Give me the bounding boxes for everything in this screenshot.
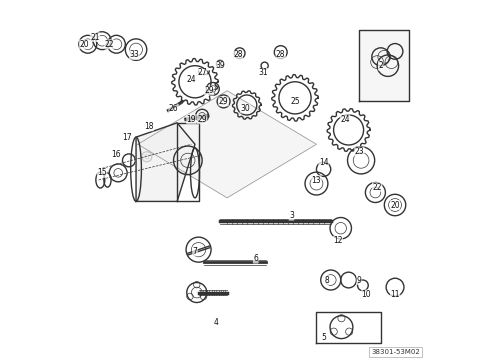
Text: 27: 27 (197, 68, 207, 77)
Text: 29: 29 (219, 97, 228, 106)
Text: 23: 23 (354, 147, 364, 156)
Text: 22: 22 (372, 183, 382, 192)
Text: 12: 12 (333, 236, 343, 245)
Text: 9: 9 (357, 275, 362, 284)
Text: 26: 26 (169, 104, 178, 113)
Text: 6: 6 (253, 254, 258, 263)
Text: 7: 7 (193, 247, 197, 256)
Text: 24: 24 (187, 76, 196, 85)
Text: 13: 13 (312, 176, 321, 185)
Text: 20: 20 (79, 40, 89, 49)
Text: 29: 29 (204, 86, 214, 95)
Text: 38301-53M02: 38301-53M02 (371, 349, 420, 355)
Text: 2: 2 (378, 61, 383, 70)
Text: 10: 10 (362, 290, 371, 299)
Text: 16: 16 (112, 150, 121, 159)
Text: 19: 19 (187, 115, 196, 124)
Text: 21: 21 (90, 33, 100, 42)
Polygon shape (359, 30, 409, 102)
Polygon shape (138, 91, 317, 198)
Polygon shape (136, 123, 195, 202)
Text: 30: 30 (240, 104, 250, 113)
Text: 28: 28 (276, 50, 286, 59)
Text: 8: 8 (325, 275, 330, 284)
Text: 11: 11 (390, 290, 400, 299)
Text: 28: 28 (233, 50, 243, 59)
Text: 39: 39 (215, 61, 225, 70)
Text: 22: 22 (104, 40, 114, 49)
Text: 17: 17 (122, 132, 132, 141)
Text: 24: 24 (340, 115, 350, 124)
Text: 31: 31 (258, 68, 268, 77)
Text: 18: 18 (144, 122, 153, 131)
Text: 20: 20 (390, 201, 400, 210)
Text: 15: 15 (98, 168, 107, 177)
Text: 3: 3 (289, 211, 294, 220)
Text: 14: 14 (319, 158, 328, 167)
Text: 29: 29 (197, 115, 207, 124)
Text: 25: 25 (290, 97, 300, 106)
Text: 4: 4 (214, 318, 219, 327)
Text: 5: 5 (321, 333, 326, 342)
Text: 33: 33 (129, 50, 139, 59)
